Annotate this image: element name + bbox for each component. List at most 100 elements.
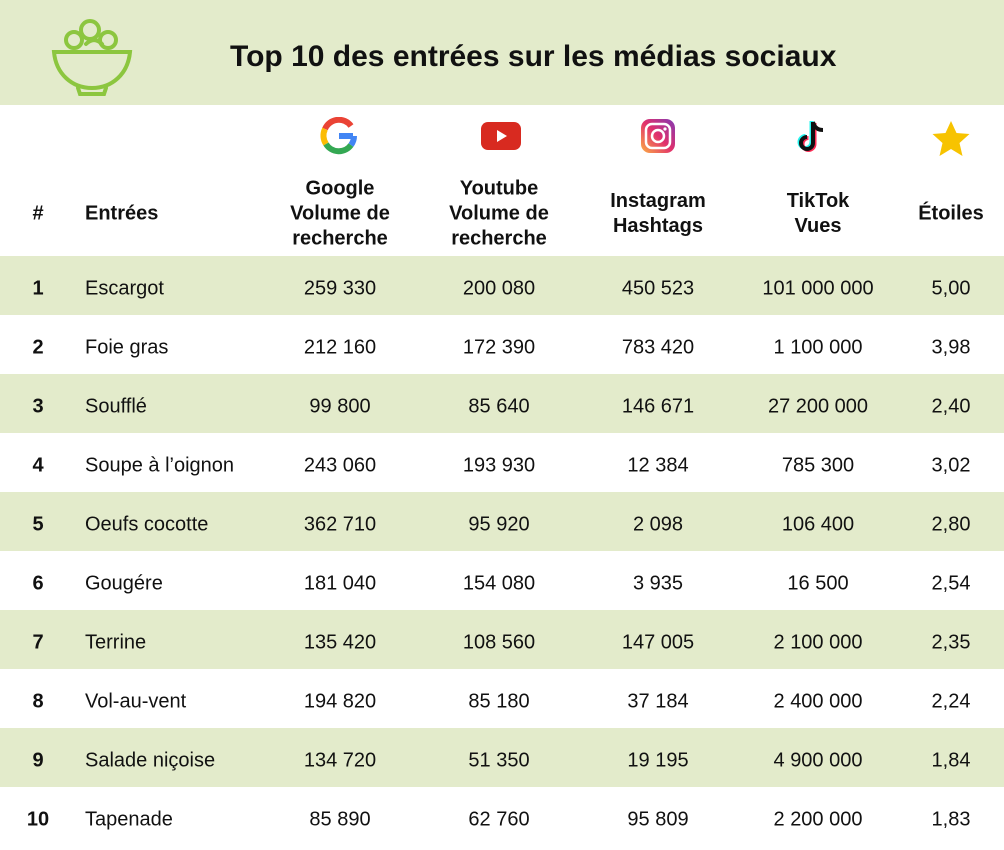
table-cell: 85 180	[468, 690, 530, 713]
table-row: 8 Vol-au-vent 194 820 85 180 37 184 2 400 000…	[0, 669, 1004, 728]
dish-name: Gougére	[85, 572, 163, 595]
dish-name: Vol-au-vent	[85, 690, 187, 713]
youtube-icon	[481, 122, 521, 150]
table-cell: 259 330	[303, 277, 377, 300]
table-cell: 212 160	[303, 336, 377, 359]
column-header: Instagram Hashtags	[610, 189, 706, 239]
table-cell: 1,84	[931, 749, 971, 772]
dish-name: Escargot	[85, 277, 164, 300]
rank: 3	[32, 395, 44, 418]
table-row: 2 Foie gras 212 160 172 390 783 420 1 100 000…	[0, 315, 1004, 374]
header-line: Entrées	[85, 202, 159, 225]
table-cell: 16 500	[787, 572, 849, 595]
table-cell: 4 900 000	[773, 749, 863, 772]
table-row: 4 Soupe à l’oignon 243 060 193 930 12 384 785…	[0, 433, 1004, 492]
table-cell: 19 195	[627, 749, 689, 772]
table-cell: 146 671	[621, 395, 695, 418]
table-cell: 2 100 000	[773, 631, 863, 654]
header-line: Google	[305, 177, 375, 200]
table-cell: 243 060	[303, 454, 377, 477]
table-cell: 95 809	[627, 808, 689, 831]
table-cell: 785 300	[781, 454, 855, 477]
table-cell: 1,83	[931, 808, 971, 831]
table-row: 1 Escargot 259 330 200 080 450 523 101 000 00…	[0, 256, 1004, 315]
table-cell: 85 890	[309, 808, 371, 831]
rank: 6	[32, 572, 44, 595]
table-cell: 134 720	[303, 749, 377, 772]
dish-name: Salade niçoise	[85, 749, 216, 772]
rank: 7	[32, 631, 44, 654]
header-line: TikTok	[786, 190, 850, 212]
dish-name: Tapenade	[85, 808, 173, 831]
table-cell: 154 080	[462, 572, 536, 595]
table-cell: 147 005	[621, 631, 695, 654]
dish-name: Oeufs cocotte	[85, 513, 209, 536]
rank: 8	[32, 690, 44, 713]
table-cell: 5,00	[931, 277, 971, 300]
header-line: #	[32, 202, 44, 225]
table-cell: 3,02	[931, 454, 971, 477]
table-cell: 135 420	[303, 631, 377, 654]
rank: 4	[32, 454, 44, 477]
table-cell: 2 200 000	[773, 808, 863, 831]
table-cell: 108 560	[462, 631, 536, 654]
salad-bowl-icon	[51, 19, 133, 96]
header-line: Volume de	[290, 202, 390, 225]
table-cell: 2 400 000	[773, 690, 863, 713]
table-row: 9 Salade niçoise 134 720 51 350 19 195 4 900 …	[0, 728, 1004, 787]
rank: 1	[32, 277, 44, 300]
header-line: Hashtags	[612, 215, 704, 237]
table-cell: 783 420	[621, 336, 695, 359]
header-line: recherche	[292, 227, 388, 250]
google-icon	[320, 117, 357, 155]
instagram-icon	[641, 119, 675, 153]
table-cell: 2,40	[931, 395, 971, 418]
rank: 2	[32, 336, 44, 359]
table-cell: 2,80	[931, 513, 971, 536]
column-header: Étoiles	[918, 202, 984, 227]
table-row: 10 Tapenade 85 890 62 760 95 809 2 200 000 1,8…	[0, 787, 1004, 850]
table-cell: 1 100 000	[773, 336, 863, 359]
table-cell: 12 384	[627, 454, 689, 477]
table-row: 5 Oeufs cocotte 362 710 95 920 2 098 106 400 2…	[0, 492, 1004, 551]
table-row: 3 Soufflé 99 800 85 640 146 671 27 200 000 2,4…	[0, 374, 1004, 433]
table-cell: 2 098	[632, 513, 684, 536]
table-cell: 2,24	[931, 690, 971, 713]
tiktok-icon	[797, 121, 824, 152]
header-banner	[0, 0, 1004, 105]
star-icon	[932, 121, 970, 156]
table-cell: 450 523	[621, 277, 695, 300]
table-cell: 37 184	[627, 690, 689, 713]
table-cell: 99 800	[309, 395, 371, 418]
title: Top 10 des entrées sur les médias sociau…	[230, 40, 837, 73]
table-row: 6 Gougére 181 040 154 080 3 935 16 500 2,54	[0, 551, 1004, 610]
rank: 10	[26, 808, 50, 831]
table-cell: 193 930	[462, 454, 536, 477]
header-line: Étoiles	[918, 202, 984, 225]
table-cell: 2,35	[931, 631, 971, 654]
dish-name: Soufflé	[85, 395, 147, 418]
header-line: Volume de	[449, 202, 549, 225]
table-cell: 27 200 000	[767, 395, 869, 418]
dish-name: Terrine	[85, 631, 147, 654]
column-header: #	[32, 202, 43, 227]
column-header: Youtube Volume de recherche	[449, 177, 549, 252]
table-cell: 85 640	[468, 395, 530, 418]
table-cell: 194 820	[303, 690, 377, 713]
table-cell: 62 760	[468, 808, 530, 831]
column-header: Entrées	[85, 202, 158, 227]
table-cell: 181 040	[303, 572, 377, 595]
header-line: Instagram	[610, 190, 706, 212]
dish-name: Foie gras	[85, 336, 169, 359]
rank: 9	[32, 749, 44, 772]
header-line: recherche	[451, 227, 547, 250]
table-cell: 200 080	[462, 277, 536, 300]
table-cell: 51 350	[468, 749, 530, 772]
table-cell: 95 920	[468, 513, 530, 536]
dish-name: Soupe à l’oignon	[85, 454, 235, 477]
table-cell: 101 000 000	[762, 277, 874, 300]
table-cell: 3,98	[931, 336, 971, 359]
table-cell: 3 935	[632, 572, 684, 595]
table-cell: 172 390	[462, 336, 536, 359]
